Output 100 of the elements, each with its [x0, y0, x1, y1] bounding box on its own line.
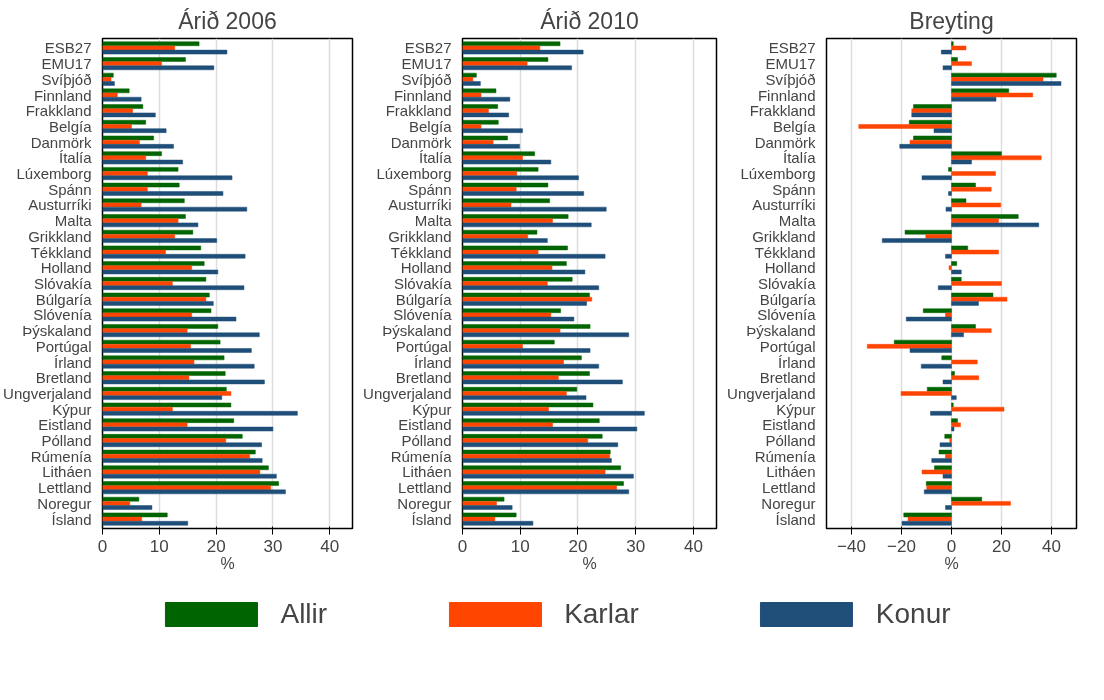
bar	[462, 104, 498, 109]
bar	[102, 269, 219, 275]
y-tick-label: Frakkland	[749, 102, 816, 120]
bar	[102, 65, 215, 71]
bar	[462, 222, 592, 228]
bar	[951, 296, 1008, 302]
bar	[901, 521, 952, 526]
y-tick-label: Rúmenía	[30, 447, 93, 465]
y-tick-label: EMU17	[41, 55, 92, 73]
bar	[102, 285, 245, 290]
bar	[102, 41, 200, 46]
bar	[462, 49, 584, 55]
bar	[951, 261, 957, 266]
y-tick-label: Noregur	[397, 494, 452, 512]
chart-title: Breyting	[909, 7, 994, 34]
y-tick-label: Noregur	[761, 494, 816, 512]
y-tick-label: Malta	[414, 212, 453, 230]
bar	[462, 395, 587, 400]
bar	[462, 112, 509, 118]
bar	[462, 387, 578, 392]
bar	[462, 296, 593, 302]
bar	[913, 135, 952, 141]
bar	[462, 45, 541, 51]
bar	[462, 41, 561, 46]
bar	[102, 292, 210, 298]
bar	[899, 144, 952, 149]
bar	[102, 348, 252, 353]
y-tick-label: Ungverjaland	[727, 384, 816, 402]
bar	[462, 489, 629, 495]
y-tick-label: Ungverjaland	[3, 384, 92, 402]
bar	[462, 96, 511, 102]
bar	[462, 202, 512, 208]
bar	[102, 167, 179, 172]
bar	[926, 481, 952, 486]
y-tick-label: Tékkland	[754, 243, 816, 261]
bar	[462, 151, 535, 156]
bar	[102, 72, 114, 78]
bar	[907, 516, 952, 522]
bar	[945, 254, 952, 259]
bar	[102, 277, 207, 282]
bar	[102, 214, 186, 219]
bar	[909, 348, 952, 353]
bar	[921, 469, 952, 475]
bar	[911, 112, 952, 118]
bar	[102, 245, 202, 251]
bar	[462, 465, 621, 471]
bar	[951, 501, 1011, 506]
bar	[951, 61, 972, 66]
bar	[462, 379, 623, 385]
y-tick-label: Holland	[764, 259, 816, 277]
bar	[102, 296, 207, 302]
x-tick-label: 10	[510, 536, 530, 556]
bar	[102, 120, 146, 125]
bar	[462, 496, 505, 502]
bar	[462, 254, 606, 259]
bar	[951, 245, 968, 251]
bar	[951, 187, 992, 192]
bar	[462, 206, 607, 212]
bar	[102, 144, 174, 149]
y-tick-label: Belgía	[772, 117, 817, 135]
bar	[941, 49, 952, 55]
bar	[102, 229, 194, 235]
bar	[462, 191, 584, 196]
bar	[951, 159, 972, 165]
x-tick-label: 30	[263, 536, 283, 556]
bar	[462, 139, 494, 145]
y-tick-label: Rúmenía	[754, 447, 817, 465]
bar	[900, 391, 952, 396]
bar	[924, 489, 952, 495]
bar	[462, 229, 538, 235]
bar	[462, 128, 523, 133]
bar	[102, 112, 156, 118]
bar	[462, 182, 549, 188]
bar	[102, 355, 225, 361]
bar	[462, 308, 561, 313]
bar	[462, 167, 539, 172]
y-tick-label: Þýskaland	[746, 322, 816, 340]
bar	[462, 324, 591, 329]
legend-label: Konur	[875, 598, 951, 630]
bar	[102, 182, 180, 188]
bar	[102, 324, 219, 329]
bar	[462, 77, 474, 82]
bar	[462, 214, 569, 219]
bar	[462, 175, 579, 180]
y-tick-label: ESB27	[404, 39, 452, 57]
bar	[102, 151, 162, 156]
bar	[462, 449, 611, 455]
bar	[951, 359, 978, 365]
bar	[462, 301, 587, 306]
bar	[942, 379, 952, 385]
y-tick-label: Svíþjóð	[401, 70, 452, 88]
y-tick-label: Litháen	[766, 463, 816, 481]
bar	[102, 191, 224, 196]
y-tick-label: Tékkland	[30, 243, 92, 261]
bar	[951, 301, 979, 306]
y-tick-label: Ítalía	[418, 149, 453, 167]
bar	[951, 77, 1044, 82]
y-tick-label: Þýskaland	[382, 322, 452, 340]
bar	[102, 159, 183, 165]
bar	[102, 512, 168, 518]
